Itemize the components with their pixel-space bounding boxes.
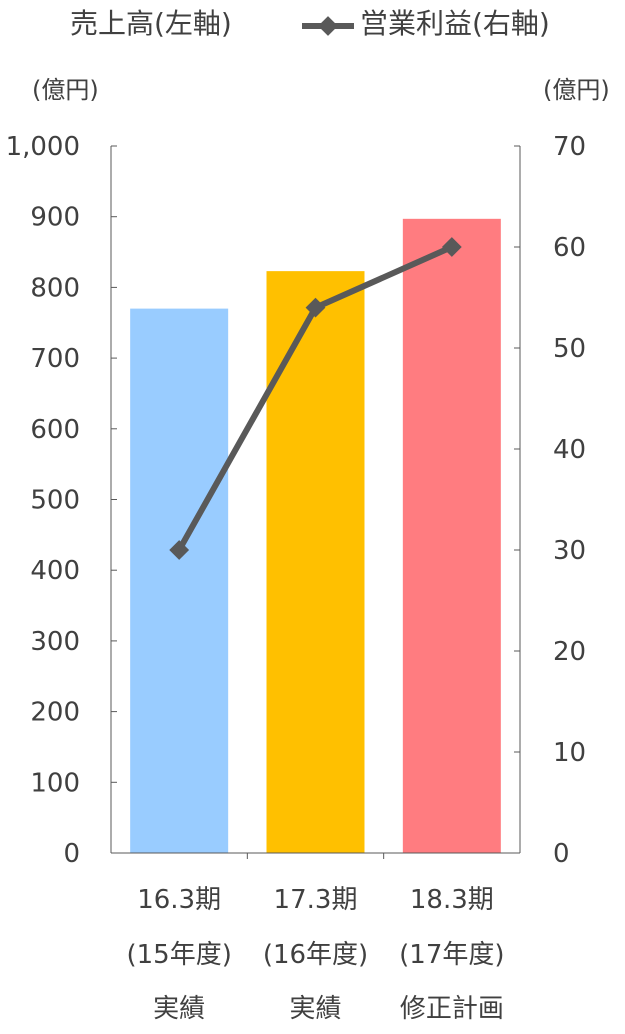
left-axis-ticks: 0 100 200 300 400 500 600 700 800 900 1,000 xyxy=(6,132,80,869)
left-tick-label: 100 xyxy=(30,768,80,798)
left-tick-label: 500 xyxy=(30,486,80,516)
legend-bar-label: 売上高(左軸) xyxy=(70,7,232,40)
bar-3 xyxy=(402,218,501,854)
axes xyxy=(110,145,521,859)
left-tick-label: 800 xyxy=(30,273,80,303)
right-tick-label: 20 xyxy=(553,637,586,667)
x-tick-label: (15年度) xyxy=(126,940,231,970)
left-tick-label: 1,000 xyxy=(6,132,80,162)
left-axis-unit-label: (億円) xyxy=(32,76,99,104)
x-tick-label: (17年度) xyxy=(399,940,504,970)
legend-line-label: 営業利益(右軸) xyxy=(360,7,550,40)
right-tick-label: 70 xyxy=(553,132,586,162)
right-axis-unit-label: (億円) xyxy=(543,76,610,104)
line-point-3 xyxy=(441,237,462,257)
x-tick-label: (16年度) xyxy=(263,940,368,970)
right-tick-label: 60 xyxy=(553,233,586,263)
bars xyxy=(130,218,501,854)
x-tick-label: 18.3期 xyxy=(410,885,494,915)
right-tick-label: 10 xyxy=(553,738,586,768)
left-tick-label: 200 xyxy=(30,698,80,728)
left-tick-label: 600 xyxy=(30,415,80,445)
right-tick-label: 50 xyxy=(553,334,586,364)
right-tick-label: 0 xyxy=(553,839,570,869)
right-axis-ticks: 0 10 20 30 40 50 60 70 xyxy=(553,132,586,869)
left-tick-label: 300 xyxy=(30,627,80,657)
x-tick-label: 修正計画 xyxy=(400,994,504,1024)
line-point-2 xyxy=(305,297,326,318)
legend: 売上高(左軸) 営業利益(右軸) xyxy=(70,7,550,40)
bar-2 xyxy=(266,271,365,853)
x-tick-label: 17.3期 xyxy=(274,885,358,915)
left-tick-label: 400 xyxy=(30,556,80,586)
x-tick-label: 実績 xyxy=(289,994,341,1024)
x-axis-labels: 16.3期 (15年度) 実績 17.3期 (16年度) 実績 18.3期 (17年度) 修正計… xyxy=(126,885,504,1024)
x-tick-label: 実績 xyxy=(153,994,205,1024)
legend-line-marker xyxy=(318,16,338,36)
right-tick-label: 30 xyxy=(553,536,586,566)
right-tick-label: 40 xyxy=(553,435,586,465)
bar-1 xyxy=(130,308,229,853)
left-tick-label: 900 xyxy=(30,203,80,233)
left-tick-label: 0 xyxy=(63,839,80,869)
x-tick-label: 16.3期 xyxy=(137,885,221,915)
left-tick-label: 700 xyxy=(30,344,80,374)
